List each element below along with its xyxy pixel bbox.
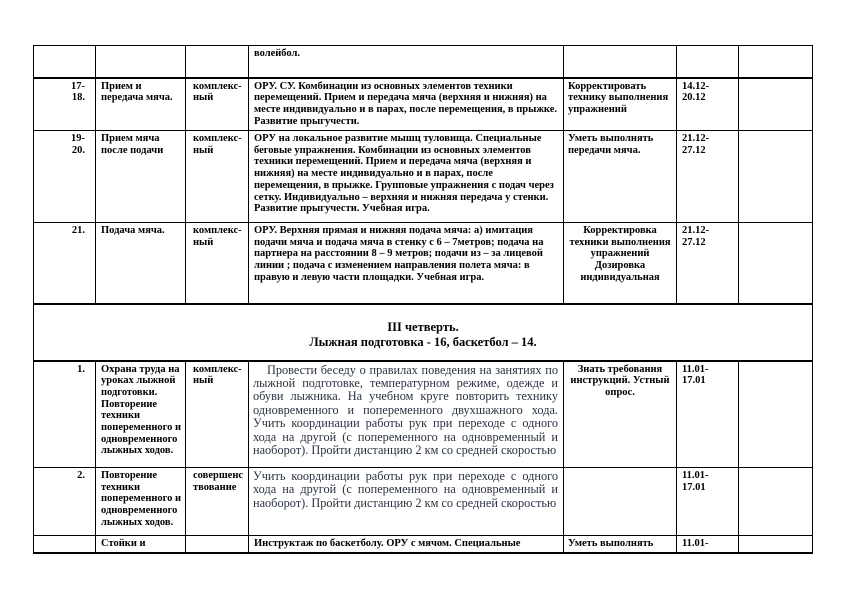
cell-content: Инструктаж по баскетболу. ОРУ с мячом. С… [248, 534, 564, 554]
cell-lesson-type: совершенс твование [185, 467, 249, 536]
cell-lesson-type: комплекс- ный [185, 360, 249, 468]
cell-topic: Стойки и [95, 534, 186, 554]
table-row: 1. Охрана труда на уроках лыжной подгото… [33, 360, 813, 468]
content-paragraph: Учить координации работы рук при переход… [253, 469, 558, 510]
cell-topic: Повторение техники попеременного и однов… [95, 467, 186, 536]
cell-task: Знать требования инструкций. Устный опро… [563, 360, 677, 468]
cell-date: 11.01- [676, 534, 739, 554]
table-row: волейбол. [33, 45, 813, 79]
section-header: III четверть. Лыжная подготовка - 16, ба… [33, 302, 813, 362]
cell-notes [738, 534, 813, 554]
table-row: 2. Повторение техники попеременного и од… [33, 467, 813, 536]
content-paragraph: Провести беседу о правилах поведения на … [253, 362, 558, 457]
cell-date: 21.12- 27.12 [676, 130, 739, 223]
lesson-plan-table: волейбол. 17- 18. Прием и передача мяча.… [33, 45, 813, 554]
cell-notes [738, 130, 813, 223]
cell-lesson-number: 21. [33, 222, 96, 304]
cell-lesson-number [33, 45, 96, 79]
cell-lesson-number: 1. [33, 360, 96, 468]
cell-lesson-number: 17- 18. [33, 77, 96, 131]
cell-lesson-type [185, 534, 249, 554]
section-header-row: III четверть. Лыжная подготовка - 16, ба… [33, 302, 813, 362]
cell-content: Учить координации работы рук при переход… [248, 467, 564, 536]
cell-topic: Охрана труда на уроках лыжной подготовки… [95, 360, 186, 468]
cell-lesson-type: комплекс- ный [185, 222, 249, 304]
cell-topic: Подача мяча. [95, 222, 186, 304]
cell-notes [738, 45, 813, 79]
table-row: 17- 18. Прием и передача мяча. комплекс-… [33, 77, 813, 131]
cell-task: Корректировать технику выполнения упражн… [563, 77, 677, 131]
cell-lesson-number: 2. [33, 467, 96, 536]
cell-task [563, 45, 677, 79]
cell-lesson-type [185, 45, 249, 79]
cell-topic: Прием мяча после подачи [95, 130, 186, 223]
cell-task [563, 467, 677, 536]
cell-lesson-number: 19- 20. [33, 130, 96, 223]
cell-notes [738, 77, 813, 131]
cell-task: Уметь выполнять [563, 534, 677, 554]
cell-date [676, 45, 739, 79]
cell-notes [738, 360, 813, 468]
cell-content: волейбол. [248, 45, 564, 79]
cell-topic: Прием и передача мяча. [95, 77, 186, 131]
table-row: Стойки и Инструктаж по баскетболу. ОРУ с… [33, 534, 813, 554]
cell-content: Провести беседу о правилах поведения на … [248, 360, 564, 468]
cell-date: 11.01- 17.01 [676, 467, 739, 536]
cell-date: 11.01- 17.01 [676, 360, 739, 468]
cell-content: ОРУ. СУ. Комбинации из основных элементо… [248, 77, 564, 131]
cell-date: 21.12- 27.12 [676, 222, 739, 304]
cell-lesson-number [33, 534, 96, 554]
cell-lesson-type: комплекс- ный [185, 130, 249, 223]
table-row: 21. Подача мяча. комплекс- ный ОРУ. Верх… [33, 222, 813, 304]
cell-date: 14.12- 20.12 [676, 77, 739, 131]
cell-content: ОРУ. Верхняя прямая и нижняя подача мяча… [248, 222, 564, 304]
cell-topic [95, 45, 186, 79]
cell-content: ОРУ на локальное развитие мышц туловища.… [248, 130, 564, 223]
cell-lesson-type: комплекс- ный [185, 77, 249, 131]
cell-task: Корректировка техники выполнения упражне… [563, 222, 677, 304]
cell-notes [738, 467, 813, 536]
table-row: 19- 20. Прием мяча после подачи комплекс… [33, 130, 813, 223]
cell-notes [738, 222, 813, 304]
cell-task: Уметь выполнять передачи мяча. [563, 130, 677, 223]
